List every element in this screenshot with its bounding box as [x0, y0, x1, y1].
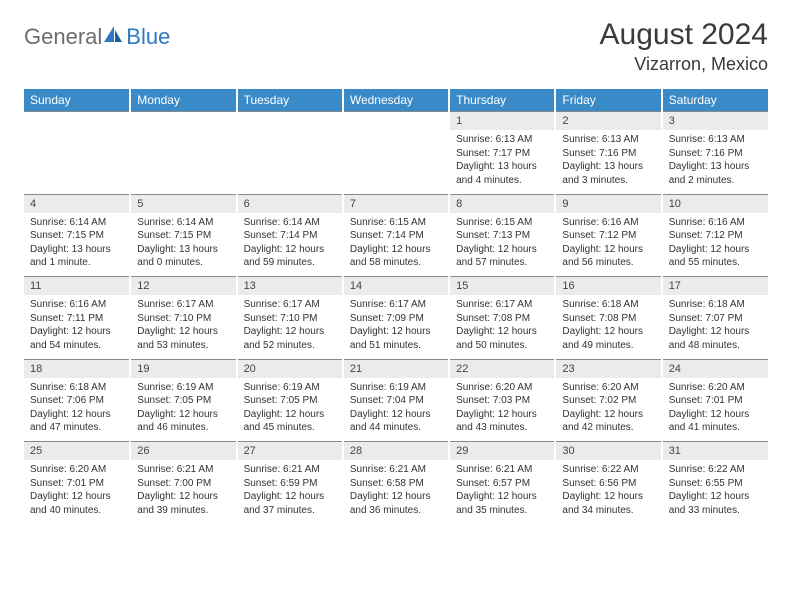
day-number-cell: 6 [237, 194, 343, 213]
day-number-cell: 23 [555, 359, 661, 378]
day-number-row: 18192021222324 [24, 359, 768, 378]
day-number-cell: 22 [449, 359, 555, 378]
day-detail-cell: Sunrise: 6:20 AMSunset: 7:01 PMDaylight:… [662, 378, 768, 442]
day-detail-cell: Sunrise: 6:17 AMSunset: 7:10 PMDaylight:… [237, 295, 343, 359]
day-detail-cell: Sunrise: 6:20 AMSunset: 7:02 PMDaylight:… [555, 378, 661, 442]
day-detail-cell: Sunrise: 6:19 AMSunset: 7:04 PMDaylight:… [343, 378, 449, 442]
day-detail-cell: Sunrise: 6:21 AMSunset: 7:00 PMDaylight:… [130, 460, 236, 524]
day-number-row: 45678910 [24, 194, 768, 213]
logo-text-blue: Blue [126, 24, 170, 50]
day-number-cell: 16 [555, 277, 661, 296]
day-detail-cell: Sunrise: 6:13 AMSunset: 7:17 PMDaylight:… [449, 130, 555, 194]
day-number-cell: 11 [24, 277, 130, 296]
day-number-cell: 10 [662, 194, 768, 213]
day-number-cell: 7 [343, 194, 449, 213]
title-block: August 2024 Vizarron, Mexico [600, 18, 768, 75]
day-number-cell: 26 [130, 442, 236, 461]
day-detail-cell: Sunrise: 6:15 AMSunset: 7:13 PMDaylight:… [449, 213, 555, 277]
weekday-header: Saturday [662, 89, 768, 112]
day-number-cell: 29 [449, 442, 555, 461]
day-number-cell: 18 [24, 359, 130, 378]
day-number-row: 11121314151617 [24, 277, 768, 296]
day-number-cell: 17 [662, 277, 768, 296]
day-detail-cell: Sunrise: 6:18 AMSunset: 7:08 PMDaylight:… [555, 295, 661, 359]
day-number-cell: 2 [555, 112, 661, 131]
day-detail-cell: Sunrise: 6:20 AMSunset: 7:01 PMDaylight:… [24, 460, 130, 524]
logo-text-general: General [24, 24, 102, 50]
day-detail-row: Sunrise: 6:13 AMSunset: 7:17 PMDaylight:… [24, 130, 768, 194]
day-detail-cell [24, 130, 130, 194]
day-number-cell: 3 [662, 112, 768, 131]
logo: General Blue [24, 24, 170, 50]
day-detail-cell: Sunrise: 6:14 AMSunset: 7:15 PMDaylight:… [130, 213, 236, 277]
day-number-cell: 14 [343, 277, 449, 296]
day-number-cell: 21 [343, 359, 449, 378]
day-number-cell: 12 [130, 277, 236, 296]
day-detail-cell: Sunrise: 6:19 AMSunset: 7:05 PMDaylight:… [237, 378, 343, 442]
day-detail-cell: Sunrise: 6:19 AMSunset: 7:05 PMDaylight:… [130, 378, 236, 442]
logo-sail-icon [102, 24, 124, 44]
day-number-cell: 20 [237, 359, 343, 378]
day-detail-cell: Sunrise: 6:21 AMSunset: 6:58 PMDaylight:… [343, 460, 449, 524]
day-number-cell: 4 [24, 194, 130, 213]
day-detail-cell: Sunrise: 6:18 AMSunset: 7:06 PMDaylight:… [24, 378, 130, 442]
weekday-header: Sunday [24, 89, 130, 112]
day-number-cell: 13 [237, 277, 343, 296]
day-detail-cell: Sunrise: 6:16 AMSunset: 7:11 PMDaylight:… [24, 295, 130, 359]
day-number-cell: 30 [555, 442, 661, 461]
day-detail-cell: Sunrise: 6:22 AMSunset: 6:56 PMDaylight:… [555, 460, 661, 524]
day-number-cell [343, 112, 449, 131]
day-number-cell: 31 [662, 442, 768, 461]
day-number-cell: 15 [449, 277, 555, 296]
weekday-header: Tuesday [237, 89, 343, 112]
day-detail-cell: Sunrise: 6:14 AMSunset: 7:14 PMDaylight:… [237, 213, 343, 277]
day-number-cell: 5 [130, 194, 236, 213]
day-detail-cell: Sunrise: 6:17 AMSunset: 7:08 PMDaylight:… [449, 295, 555, 359]
weekday-header: Monday [130, 89, 236, 112]
day-detail-cell [343, 130, 449, 194]
month-title: August 2024 [600, 18, 768, 52]
day-number-cell: 28 [343, 442, 449, 461]
day-detail-cell: Sunrise: 6:16 AMSunset: 7:12 PMDaylight:… [555, 213, 661, 277]
day-number-cell: 8 [449, 194, 555, 213]
location-label: Vizarron, Mexico [600, 54, 768, 75]
day-detail-cell: Sunrise: 6:18 AMSunset: 7:07 PMDaylight:… [662, 295, 768, 359]
weekday-header-row: Sunday Monday Tuesday Wednesday Thursday… [24, 89, 768, 112]
day-detail-cell [237, 130, 343, 194]
day-detail-row: Sunrise: 6:20 AMSunset: 7:01 PMDaylight:… [24, 460, 768, 524]
weekday-header: Thursday [449, 89, 555, 112]
day-detail-cell [130, 130, 236, 194]
day-number-cell [130, 112, 236, 131]
day-detail-cell: Sunrise: 6:14 AMSunset: 7:15 PMDaylight:… [24, 213, 130, 277]
weekday-header: Wednesday [343, 89, 449, 112]
day-detail-cell: Sunrise: 6:21 AMSunset: 6:57 PMDaylight:… [449, 460, 555, 524]
day-detail-cell: Sunrise: 6:13 AMSunset: 7:16 PMDaylight:… [662, 130, 768, 194]
day-detail-cell: Sunrise: 6:17 AMSunset: 7:10 PMDaylight:… [130, 295, 236, 359]
calendar-table: Sunday Monday Tuesday Wednesday Thursday… [24, 89, 768, 524]
day-number-cell: 25 [24, 442, 130, 461]
day-number-cell [237, 112, 343, 131]
day-detail-cell: Sunrise: 6:20 AMSunset: 7:03 PMDaylight:… [449, 378, 555, 442]
day-detail-cell: Sunrise: 6:17 AMSunset: 7:09 PMDaylight:… [343, 295, 449, 359]
day-detail-row: Sunrise: 6:16 AMSunset: 7:11 PMDaylight:… [24, 295, 768, 359]
day-number-cell: 27 [237, 442, 343, 461]
day-number-cell: 1 [449, 112, 555, 131]
day-number-cell: 24 [662, 359, 768, 378]
day-number-row: 123 [24, 112, 768, 131]
day-number-cell: 19 [130, 359, 236, 378]
day-detail-row: Sunrise: 6:18 AMSunset: 7:06 PMDaylight:… [24, 378, 768, 442]
day-number-cell: 9 [555, 194, 661, 213]
page-header: General Blue August 2024 Vizarron, Mexic… [24, 18, 768, 75]
weekday-header: Friday [555, 89, 661, 112]
day-detail-cell: Sunrise: 6:16 AMSunset: 7:12 PMDaylight:… [662, 213, 768, 277]
day-detail-cell: Sunrise: 6:22 AMSunset: 6:55 PMDaylight:… [662, 460, 768, 524]
day-detail-cell: Sunrise: 6:21 AMSunset: 6:59 PMDaylight:… [237, 460, 343, 524]
day-detail-cell: Sunrise: 6:15 AMSunset: 7:14 PMDaylight:… [343, 213, 449, 277]
calendar-body: 123Sunrise: 6:13 AMSunset: 7:17 PMDaylig… [24, 112, 768, 525]
day-detail-row: Sunrise: 6:14 AMSunset: 7:15 PMDaylight:… [24, 213, 768, 277]
day-number-row: 25262728293031 [24, 442, 768, 461]
day-detail-cell: Sunrise: 6:13 AMSunset: 7:16 PMDaylight:… [555, 130, 661, 194]
day-number-cell [24, 112, 130, 131]
